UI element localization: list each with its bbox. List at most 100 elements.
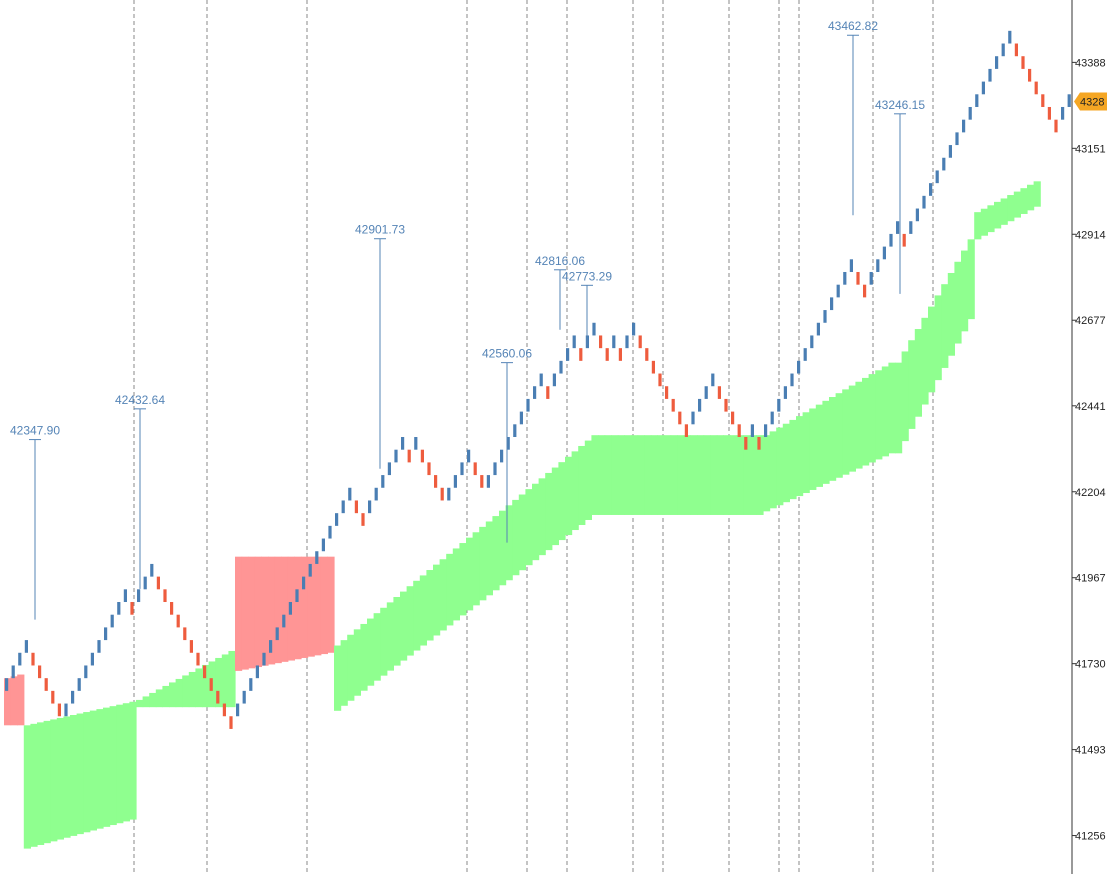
band-column bbox=[175, 678, 183, 708]
band-column bbox=[518, 494, 526, 571]
renko-brick bbox=[51, 690, 55, 704]
band-column bbox=[195, 668, 203, 708]
renko-brick bbox=[170, 602, 174, 615]
y-tick-label: 41256 bbox=[1075, 831, 1106, 843]
renko-brick bbox=[856, 271, 860, 285]
band-column bbox=[895, 362, 903, 454]
renko-brick bbox=[618, 348, 622, 361]
y-tick-label: 41967 bbox=[1075, 573, 1106, 585]
band-column bbox=[373, 613, 381, 681]
renko-brick bbox=[460, 462, 464, 476]
renko-brick bbox=[467, 449, 471, 463]
band-column bbox=[928, 306, 936, 393]
band-column bbox=[809, 408, 817, 490]
band-column bbox=[472, 532, 480, 606]
band-column bbox=[169, 682, 177, 708]
renko-brick bbox=[189, 640, 193, 653]
band-column bbox=[941, 284, 949, 368]
band-column bbox=[822, 400, 830, 484]
renko-brick bbox=[830, 297, 834, 311]
renko-brick bbox=[506, 437, 510, 450]
renko-brick bbox=[473, 462, 477, 476]
band-column bbox=[1007, 195, 1015, 222]
band-column bbox=[901, 351, 909, 442]
renko-brick bbox=[229, 716, 233, 729]
band-column bbox=[961, 250, 969, 332]
renko-brick bbox=[236, 703, 240, 717]
renko-brick bbox=[64, 703, 68, 717]
renko-brick bbox=[453, 475, 457, 488]
band-column bbox=[525, 489, 533, 566]
annotation-label: 42816.06 bbox=[535, 254, 585, 268]
band-column bbox=[584, 440, 592, 520]
renko-brick bbox=[995, 56, 999, 69]
band-column bbox=[611, 435, 619, 515]
renko-brick bbox=[757, 437, 761, 450]
band-column bbox=[136, 699, 144, 708]
band-column bbox=[908, 340, 916, 429]
renko-brick bbox=[981, 81, 985, 95]
band-column bbox=[974, 212, 982, 240]
band-column bbox=[43, 720, 51, 844]
renko-brick bbox=[44, 678, 48, 691]
renko-brick bbox=[559, 360, 563, 374]
renko-brick bbox=[150, 563, 154, 577]
renko-brick bbox=[90, 652, 94, 666]
renko-brick bbox=[249, 678, 253, 691]
renko-brick bbox=[216, 690, 220, 704]
renko-brick bbox=[427, 462, 431, 476]
band-column bbox=[756, 435, 764, 515]
renko-brick bbox=[143, 576, 147, 590]
annotation-label: 42901.73 bbox=[355, 223, 405, 237]
annotation-label: 42773.29 bbox=[562, 269, 612, 283]
renko-brick bbox=[625, 335, 629, 349]
band-column bbox=[320, 556, 328, 655]
indicator-band bbox=[4, 181, 1041, 849]
renko-brick bbox=[836, 284, 840, 298]
renko-brick bbox=[262, 652, 266, 666]
renko-brick bbox=[71, 690, 75, 704]
band-column bbox=[505, 505, 513, 581]
renko-brick bbox=[414, 437, 418, 450]
band-column bbox=[301, 556, 309, 658]
renko-brick bbox=[84, 665, 88, 679]
renko-brick bbox=[975, 94, 979, 107]
band-column bbox=[644, 435, 652, 515]
band-column bbox=[571, 451, 579, 531]
band-column bbox=[393, 596, 401, 666]
renko-brick bbox=[605, 348, 609, 361]
renko-brick bbox=[1034, 81, 1038, 95]
renko-brick bbox=[909, 221, 913, 234]
renko-brick bbox=[869, 271, 873, 285]
renko-brick bbox=[480, 475, 484, 488]
renko-brick bbox=[783, 386, 787, 399]
band-column bbox=[406, 586, 414, 656]
renko-brick bbox=[691, 411, 695, 425]
band-column bbox=[129, 701, 137, 820]
renko-brick bbox=[711, 373, 715, 387]
band-column bbox=[987, 205, 995, 233]
renko-brick bbox=[381, 475, 385, 488]
renko-brick bbox=[849, 259, 853, 272]
band-column bbox=[466, 537, 474, 611]
band-column bbox=[268, 556, 276, 665]
renko-brick bbox=[546, 386, 550, 399]
band-column bbox=[294, 556, 302, 660]
band-column bbox=[743, 435, 751, 515]
renko-brick bbox=[658, 373, 662, 387]
current-price-tag bbox=[1074, 92, 1107, 111]
renko-brick bbox=[420, 449, 424, 463]
renko-brick bbox=[816, 322, 820, 336]
band-column bbox=[967, 239, 975, 320]
renko-brick bbox=[942, 157, 946, 171]
renko-brick bbox=[394, 449, 398, 463]
renko-brick bbox=[922, 195, 926, 209]
renko-brick bbox=[915, 208, 919, 222]
band-column bbox=[565, 456, 573, 536]
band-column bbox=[492, 516, 500, 591]
band-column bbox=[835, 393, 843, 478]
renko-brick bbox=[156, 576, 160, 590]
band-column bbox=[426, 570, 434, 641]
renko-brick bbox=[803, 348, 807, 361]
band-column bbox=[664, 435, 672, 515]
